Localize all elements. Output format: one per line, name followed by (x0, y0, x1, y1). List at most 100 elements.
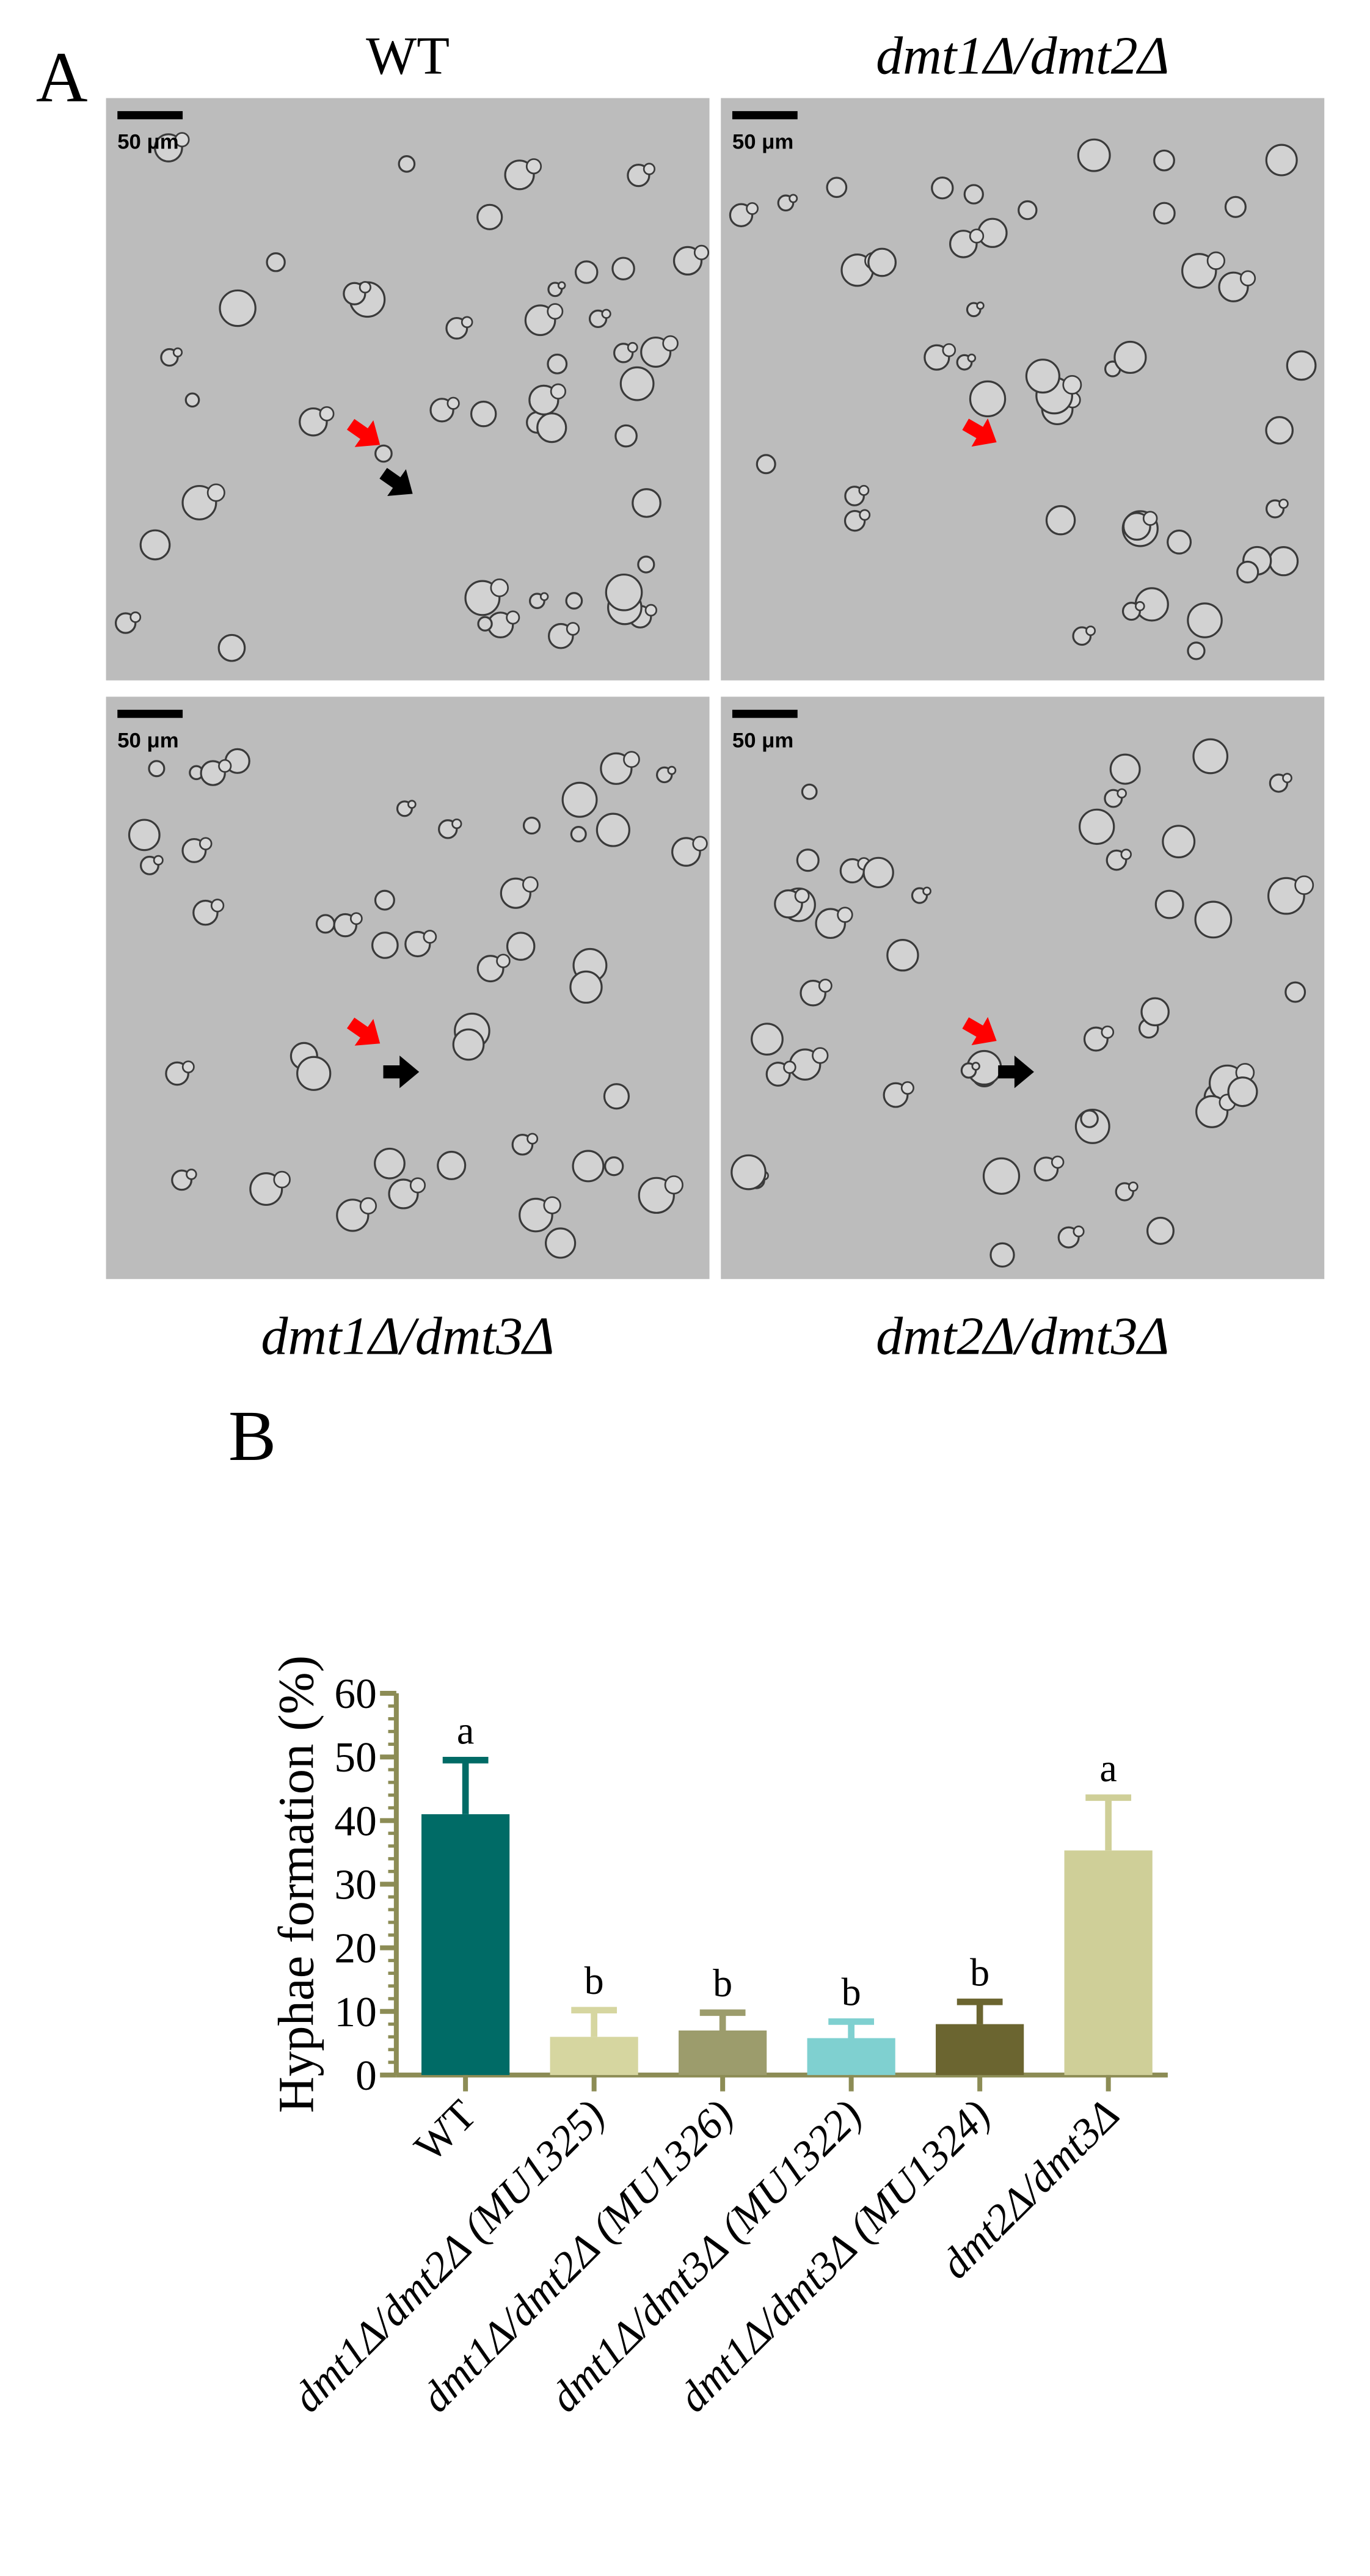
scale-bar-label: 50 μm (732, 130, 793, 153)
scale-bar (117, 709, 183, 718)
bud (496, 954, 511, 968)
y-tick-label: 10 (334, 1989, 376, 2036)
bud (976, 301, 985, 310)
bud (664, 1175, 683, 1195)
image-title: WT (366, 26, 450, 86)
cell (522, 816, 541, 835)
bud (643, 162, 656, 175)
bud (1282, 773, 1292, 784)
cell (611, 257, 635, 280)
scale-bar-label: 50 μm (117, 729, 178, 752)
y-tick-label: 0 (355, 2052, 377, 2100)
bud (601, 308, 611, 319)
y-tick-label: 50 (334, 1734, 376, 1781)
bud (359, 281, 371, 294)
scale-bar (732, 111, 798, 120)
cell (374, 1147, 406, 1180)
cell (477, 616, 493, 632)
cell (1286, 350, 1317, 381)
bud (359, 1197, 377, 1215)
bud (1239, 270, 1256, 286)
bud (153, 855, 164, 866)
cell (506, 932, 536, 961)
bud (858, 484, 870, 496)
bar (1064, 1850, 1153, 2075)
cell (184, 392, 200, 408)
cell (315, 914, 335, 934)
micrograph: 50 μm dmt2Δ/dmt3Δ (721, 696, 1325, 1366)
panel-label: A (36, 38, 88, 117)
bud (490, 578, 509, 597)
cell (796, 848, 820, 872)
cell (128, 819, 161, 852)
bud (1135, 601, 1145, 611)
arrow (346, 418, 381, 447)
bud (181, 1060, 195, 1074)
cell (969, 380, 1007, 418)
bud (837, 907, 853, 923)
annotation: b (713, 1961, 732, 2005)
bud (349, 912, 363, 925)
cell (867, 247, 897, 277)
scale-bar-label: 50 μm (117, 130, 178, 153)
cell (569, 970, 603, 1004)
cell (614, 424, 638, 448)
cell (1018, 200, 1038, 221)
cell (982, 1157, 1021, 1195)
bud (971, 1062, 980, 1071)
bud (522, 876, 539, 893)
bud (1142, 511, 1158, 526)
cell (452, 1028, 485, 1061)
cell (931, 177, 954, 200)
bud (1073, 1225, 1085, 1238)
cell (1153, 149, 1175, 172)
cell (476, 203, 503, 230)
image-background (721, 98, 1325, 680)
bud (900, 1081, 914, 1095)
bud (218, 759, 232, 773)
bud (644, 604, 657, 617)
image-title: dmt1Δ/dmt2Δ (876, 26, 1169, 86)
bud (210, 899, 225, 913)
cell (603, 1083, 630, 1110)
micrograph: 50 μm WT (106, 26, 710, 680)
y-tick-label: 40 (334, 1798, 376, 1845)
bud (693, 244, 710, 260)
micrograph: 50 μm dmt1Δ/dmt2Δ (721, 26, 1325, 680)
cell (570, 826, 587, 843)
cell (731, 1154, 767, 1191)
bud (692, 836, 708, 852)
bud (446, 396, 460, 410)
cell (1187, 602, 1223, 638)
cell (596, 812, 630, 847)
cell (751, 1023, 784, 1056)
cell (826, 177, 848, 199)
cell (1167, 529, 1192, 555)
bud (409, 1177, 426, 1194)
cell (1025, 359, 1060, 394)
annotation: a (1099, 1746, 1117, 1790)
bud (1085, 626, 1096, 637)
cell (1045, 505, 1076, 536)
cell (632, 488, 661, 518)
bud (1206, 251, 1226, 270)
bud (461, 316, 473, 329)
cell (1078, 808, 1115, 845)
bud (557, 281, 566, 290)
cell (398, 155, 416, 173)
cell (1080, 1109, 1099, 1128)
bud (550, 383, 566, 400)
cell (217, 633, 246, 662)
bud (818, 979, 833, 993)
bud (186, 1169, 197, 1180)
cell (862, 856, 894, 889)
bud (199, 837, 213, 850)
arrow (383, 1055, 420, 1089)
arrow (379, 467, 413, 496)
cell (148, 760, 166, 778)
scale-bar (117, 111, 183, 120)
bud (627, 341, 638, 353)
bud (859, 509, 871, 521)
cell (1224, 195, 1247, 218)
scale-bar-label: 50 μm (732, 729, 793, 752)
